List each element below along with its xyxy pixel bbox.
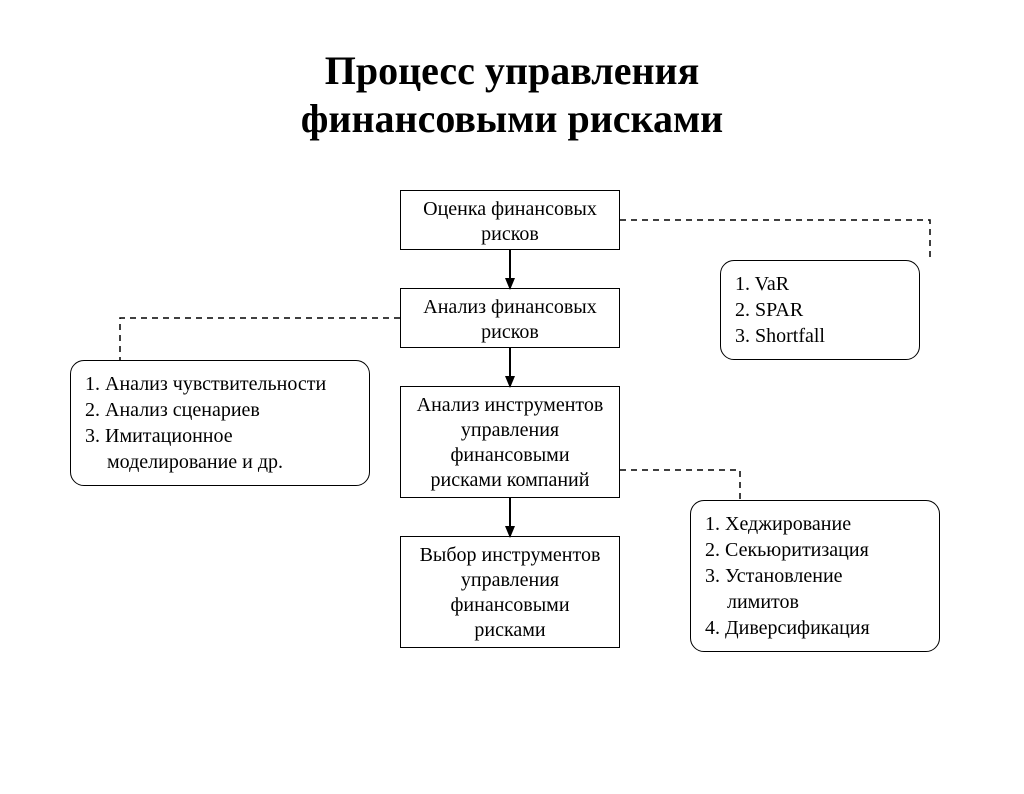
node-label: Выбор инструментовуправленияфинансовымир… [420,544,601,641]
node-assessment: Оценка финансовыхрисков [400,190,620,250]
flowchart-canvas: Оценка финансовыхрисков Анализ финансовы… [0,170,1024,790]
annotation-item: 2. Секьюритизация [705,537,925,563]
annotation-item: 3. Shortfall [735,323,905,349]
node-analysis: Анализ финансовыхрисков [400,288,620,348]
node-instruments-choice: Выбор инструментовуправленияфинансовымир… [400,536,620,648]
annotation-item: 1. Анализ чувствительности [85,371,355,397]
annotation-item: 2. Анализ сценариев [85,397,355,423]
annotation-item: 1. VaR [735,271,905,297]
page-title: Процесс управленияфинансовыми рисками [0,27,1024,143]
annotation-methods-analysis: 1. Анализ чувствительности2. Анализ сцен… [70,360,370,486]
annotation-item: 4. Диверсификация [705,615,925,641]
dashed-connector [120,318,400,360]
dashed-connector [620,470,740,500]
annotation-item: 2. SPAR [735,297,905,323]
node-instruments-analysis: Анализ инструментовуправленияфинансовыми… [400,386,620,498]
annotation-item: лимитов [705,589,925,615]
node-label: Анализ инструментовуправленияфинансовыми… [417,394,604,491]
annotation-methods-assessment: 1. VaR2. SPAR3. Shortfall [720,260,920,360]
annotation-item: моделирование и др. [85,449,355,475]
annotation-item: 3. Имитационное [85,423,355,449]
node-label: Анализ финансовыхрисков [423,296,597,343]
node-label: Оценка финансовыхрисков [423,198,597,245]
annotation-item: 1. Хеджирование [705,511,925,537]
annotation-item: 3. Установление [705,563,925,589]
annotation-methods-instruments: 1. Хеджирование2. Секьюритизация3. Устан… [690,500,940,652]
dashed-connector [620,220,930,260]
